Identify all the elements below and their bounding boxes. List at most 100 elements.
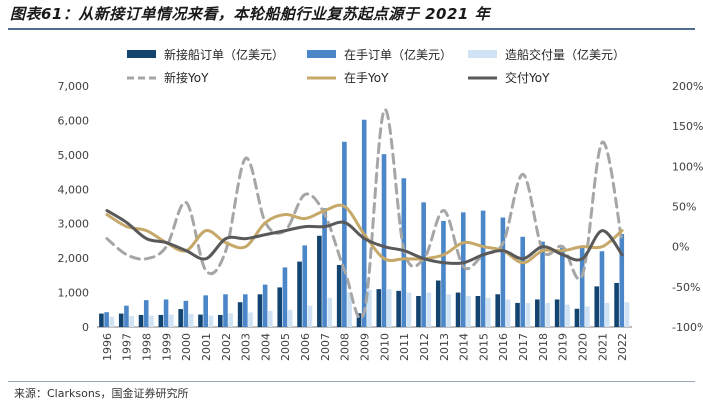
bar-1 <box>118 313 124 327</box>
bar-2 <box>203 295 208 327</box>
bar-1 <box>277 287 283 327</box>
bar-1 <box>396 290 401 327</box>
bar-3 <box>347 292 352 327</box>
bar-1 <box>138 314 144 327</box>
bar-1 <box>237 302 243 327</box>
bar-3 <box>426 292 432 327</box>
bar-2 <box>500 217 506 327</box>
y-right-tick-label: 150% <box>672 120 703 133</box>
legend-label: 在手订单（亿美元） <box>344 47 452 62</box>
bar-2 <box>599 251 605 327</box>
y-left-tick-label: 1,000 <box>58 287 90 300</box>
bar-1 <box>515 302 520 327</box>
bar-3 <box>307 305 313 327</box>
bar-3 <box>505 299 511 327</box>
x-tick-label: 2008 <box>339 333 352 361</box>
x-tick-label: 2005 <box>279 333 292 361</box>
x-tick-label: 2001 <box>200 333 213 361</box>
x-tick-label: 2009 <box>359 333 372 361</box>
bar-2 <box>361 119 367 328</box>
bar-2 <box>322 208 327 327</box>
bar-1 <box>317 235 322 327</box>
bar-2 <box>124 305 129 327</box>
bar-1 <box>416 296 421 327</box>
bar-3 <box>248 312 253 327</box>
source-note: 来源：Clarksons，国金证券研究所 <box>14 387 189 400</box>
bar-3 <box>466 296 471 327</box>
bar-1 <box>297 261 302 327</box>
y-left-tick-label: 5,000 <box>58 149 90 162</box>
bar-3 <box>604 302 610 327</box>
x-tick-label: 2006 <box>299 333 312 361</box>
bar-3 <box>228 313 233 327</box>
bar-2 <box>342 141 347 327</box>
x-tick-label: 2012 <box>418 333 431 361</box>
x-tick-label: 2007 <box>319 333 332 361</box>
bar-1 <box>594 286 600 327</box>
bar-3 <box>585 306 590 327</box>
bar-1 <box>99 313 104 327</box>
x-tick-label: 1999 <box>160 333 173 361</box>
bar-3 <box>188 313 194 327</box>
x-tick-label: 2000 <box>180 333 193 361</box>
bar-3 <box>446 294 451 327</box>
legend-label: 新接YoY <box>164 70 209 85</box>
bar-2 <box>243 294 248 327</box>
bar-3 <box>406 292 412 327</box>
bar-3 <box>624 302 630 327</box>
x-tick-label: 2017 <box>517 333 530 361</box>
legend-swatch-2 <box>307 50 336 58</box>
x-tick-label: 2018 <box>537 333 550 361</box>
line-series-2 <box>105 203 624 265</box>
bar-3 <box>268 310 273 327</box>
bar-3 <box>525 302 531 327</box>
y-left-tick-label: 4,000 <box>58 183 90 196</box>
bar-2 <box>183 300 189 327</box>
bar-2 <box>520 236 526 327</box>
bar-2 <box>282 267 288 327</box>
bar-1 <box>217 314 223 327</box>
bar-3 <box>565 304 570 327</box>
bar-2 <box>540 241 545 327</box>
y-right-tick-label: 100% <box>672 160 703 173</box>
bar-1 <box>257 294 263 327</box>
bar-2 <box>460 212 466 327</box>
bar-1 <box>535 299 540 327</box>
x-tick-label: 2016 <box>497 333 510 361</box>
bar-2 <box>104 312 109 327</box>
bar-1 <box>198 314 203 327</box>
bar-2 <box>262 284 268 327</box>
y-left-tick-label: 0 <box>82 321 89 334</box>
x-tick-label: 2011 <box>398 333 411 361</box>
x-tick-label: 2004 <box>259 333 272 361</box>
bar-2 <box>579 247 585 327</box>
bar-1 <box>356 313 362 327</box>
bar-3 <box>109 316 115 327</box>
x-tick-label: 1996 <box>101 333 114 361</box>
bar-2 <box>381 154 387 327</box>
bar-1 <box>455 292 461 327</box>
x-tick-label: 2013 <box>438 333 451 361</box>
bar-1 <box>475 296 481 327</box>
bar-2 <box>421 202 426 327</box>
line-series-3 <box>105 209 624 265</box>
bar-2 <box>223 294 228 327</box>
legend-swatch-3 <box>468 50 497 58</box>
bar-1 <box>554 299 560 327</box>
legend-label: 在手YoY <box>344 71 389 85</box>
y-right-tick-label: -50% <box>672 281 700 294</box>
x-tick-label: 2003 <box>240 333 253 361</box>
bar-1 <box>178 309 183 327</box>
x-tick-label: 2021 <box>596 333 609 361</box>
bar-1 <box>495 294 501 327</box>
source-rule <box>8 381 695 382</box>
bar-3 <box>149 315 154 327</box>
x-tick-label: 2014 <box>458 333 471 361</box>
x-tick-label: 2010 <box>378 333 391 361</box>
bar-2 <box>163 299 169 327</box>
y-left-tick-label: 6,000 <box>58 114 90 127</box>
y-left-tick-label: 2,000 <box>58 252 90 265</box>
bar-3 <box>129 315 134 327</box>
bar-1 <box>158 314 164 327</box>
